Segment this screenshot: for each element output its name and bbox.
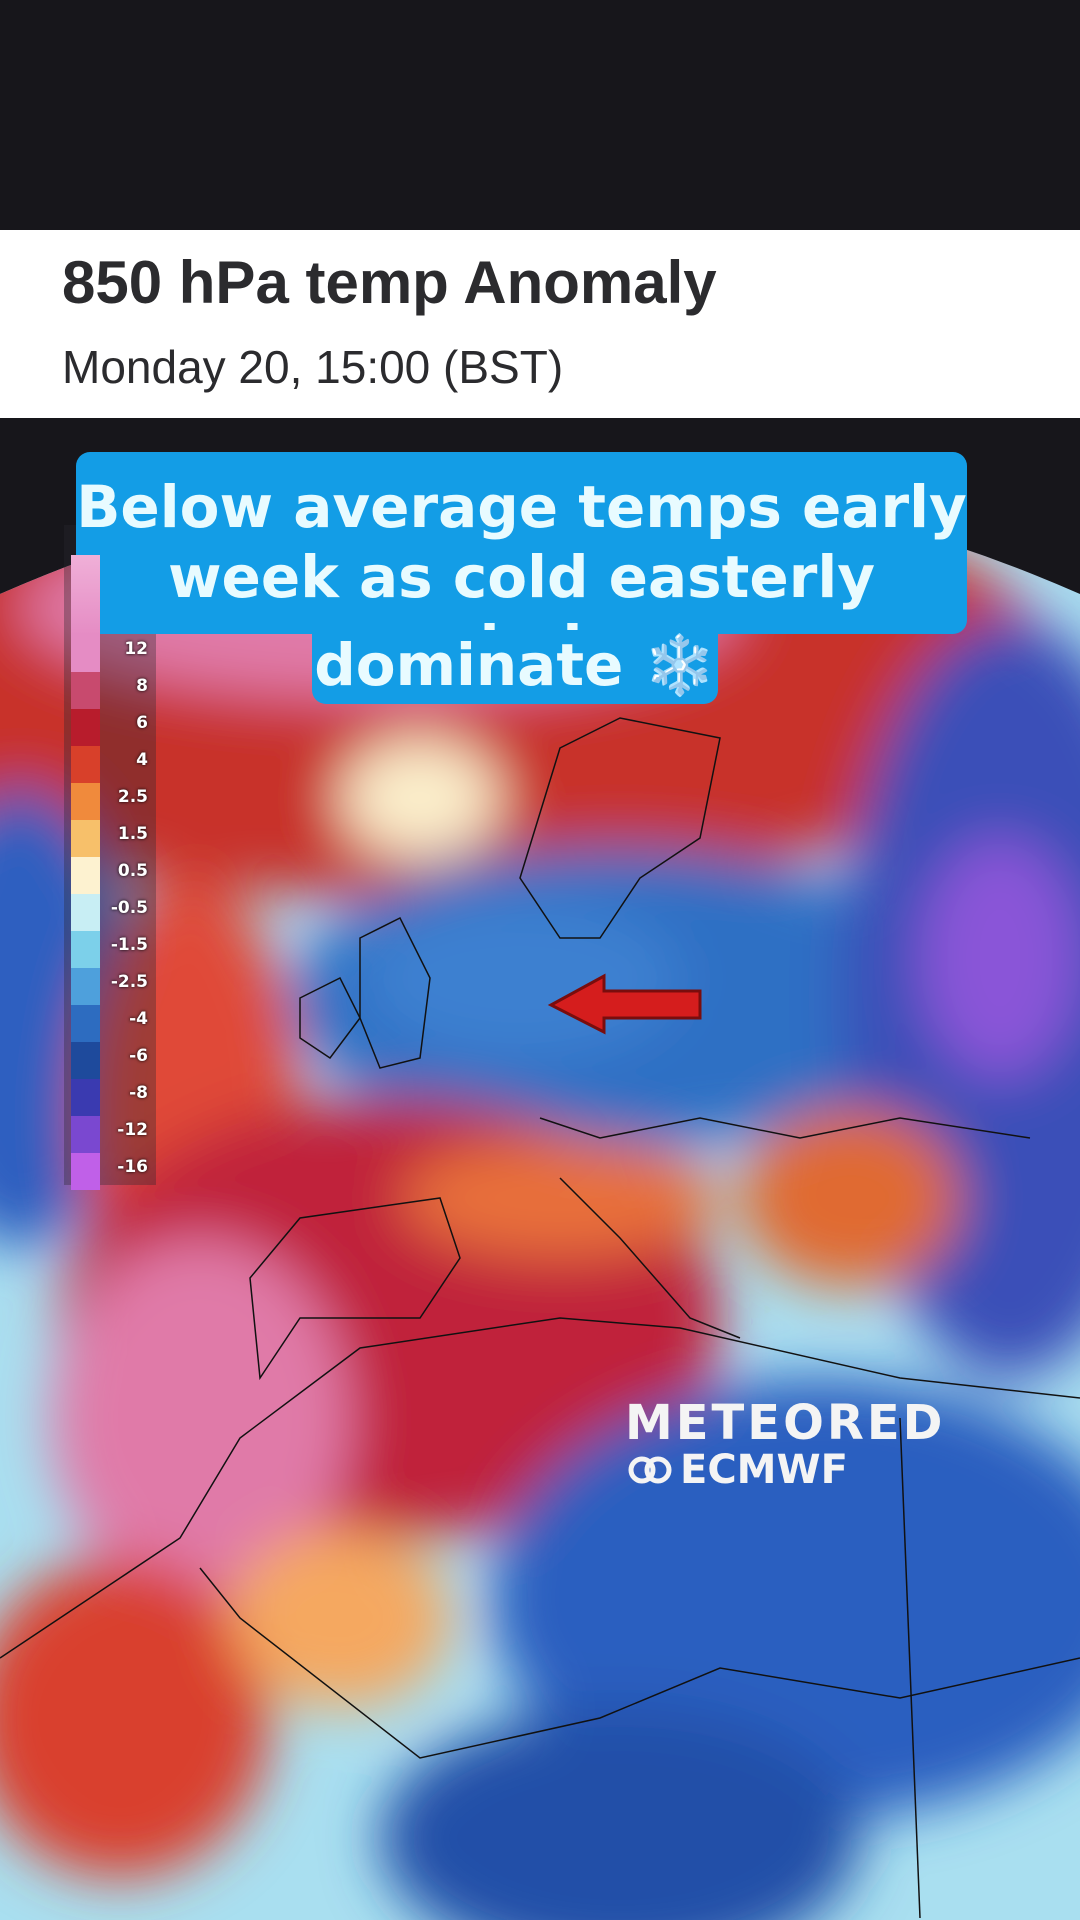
legend-label: 2.5 — [117, 787, 148, 807]
caption-line: dominate ❄️ — [314, 631, 716, 699]
legend-swatch — [71, 634, 100, 672]
legend-label: 12 — [124, 639, 148, 659]
legend-swatch — [71, 819, 100, 857]
source-mark — [628, 1456, 672, 1484]
source-logo: ECMWF — [680, 1447, 848, 1493]
coastlines — [0, 717, 1080, 1919]
legend-label: -16 — [117, 1157, 148, 1177]
legend-swatch — [71, 1115, 100, 1153]
header — [0, 230, 1080, 418]
caption-box: dominate ❄️ — [312, 630, 718, 704]
status-area — [0, 0, 1080, 230]
legend-swatch — [71, 1004, 100, 1042]
legend-label: -6 — [129, 1046, 148, 1066]
legend-label: -1.5 — [110, 935, 148, 955]
legend-label: -2.5 — [110, 972, 148, 992]
caption-line: Below average temps early — [76, 473, 967, 541]
legend-swatch — [71, 1152, 100, 1190]
legend-swatch — [71, 708, 100, 746]
brand-logo: METEORED — [625, 1395, 946, 1451]
legend-swatch — [71, 555, 100, 635]
legend-label: 6 — [136, 713, 148, 733]
legend-swatch — [71, 1041, 100, 1079]
legend-swatch — [71, 893, 100, 931]
legend-swatch — [71, 856, 100, 894]
legend-swatch — [71, 745, 100, 783]
legend-label: 4 — [136, 750, 148, 770]
legend-label: 0.5 — [117, 861, 148, 881]
subtitle: Monday 20, 15:00 (BST) — [62, 341, 564, 393]
legend-label: -8 — [129, 1083, 148, 1103]
legend-swatch — [71, 967, 100, 1005]
legend-label: -0.5 — [110, 898, 148, 918]
title: 850 hPa temp Anomaly — [62, 249, 717, 316]
legend-swatch — [71, 930, 100, 968]
caption-box: Below average temps early week as cold e… — [76, 452, 967, 681]
legend-label: -12 — [117, 1120, 148, 1140]
arrow — [547, 973, 702, 1035]
legend-label: 1.5 — [117, 824, 148, 844]
legend-swatch — [71, 671, 100, 709]
legend-swatch — [71, 1078, 100, 1116]
legend-label: -4 — [129, 1009, 148, 1029]
legend-label: 8 — [136, 676, 148, 696]
legend-swatch — [71, 782, 100, 820]
